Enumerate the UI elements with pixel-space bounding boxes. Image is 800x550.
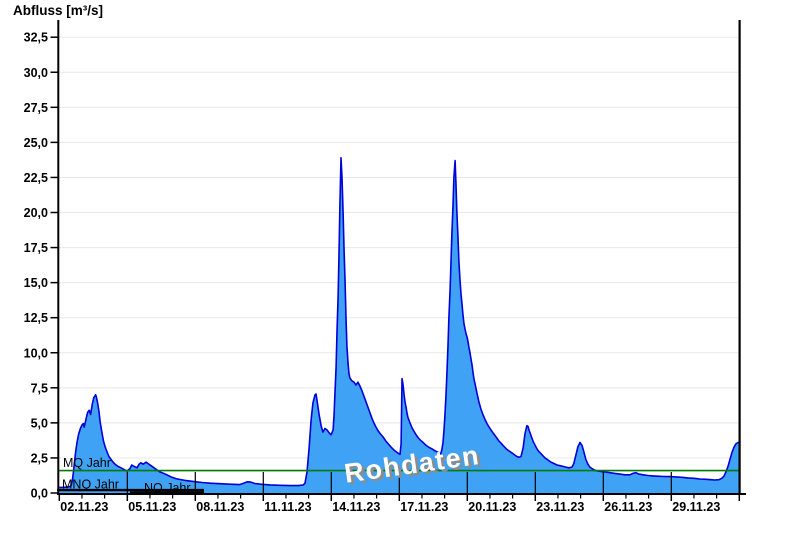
x-axis-tick-label: 08.11.23 [196, 500, 244, 514]
hydrograph-area [59, 157, 740, 494]
y-axis-tick-label: 10,0 [24, 346, 48, 360]
y-axis-tick-label: 27,5 [24, 101, 48, 115]
x-axis-tick-label: 17.11.23 [400, 500, 448, 514]
mq-label: MQ Jahr [63, 456, 111, 470]
nq-label: NQ Jahr [144, 481, 191, 495]
x-axis-line [57, 493, 746, 495]
x-axis-tick-label: 29.11.23 [672, 500, 720, 514]
y-axis-tick-label: 15,0 [24, 276, 48, 290]
y-axis-tick-label: 22,5 [24, 171, 48, 185]
x-axis-tick-label: 02.11.23 [60, 500, 108, 514]
x-axis-tick-label: 14.11.23 [332, 500, 380, 514]
x-axis-tick-label: 05.11.23 [128, 500, 176, 514]
x-axis-tick-label: 26.11.23 [604, 500, 652, 514]
y-axis-tick-label: 17,5 [24, 241, 48, 255]
plot-right-border [738, 20, 741, 495]
y-axis-tick-label: 32,5 [24, 31, 48, 45]
y-axis-tick-label: 30,0 [24, 66, 48, 80]
x-axis-tick-label: 20.11.23 [468, 500, 516, 514]
y-axis-tick-label: 5,0 [31, 416, 48, 430]
y-axis-tick-label: 0,0 [31, 487, 48, 501]
y-axis-tick-label: 7,5 [31, 381, 48, 395]
hydrograph-outline [59, 157, 740, 489]
y-axis-tick-label: 25,0 [24, 136, 48, 150]
chart-title: Abfluss [m³/s] [13, 3, 104, 18]
x-axis-tick-label: 11.11.23 [264, 500, 311, 514]
mnq-label: MNQ Jahr [62, 478, 119, 492]
y-axis-line [57, 20, 60, 495]
y-axis-tick-label: 12,5 [24, 311, 48, 325]
y-axis-tick-label: 2,5 [31, 451, 48, 465]
x-axis-tick-label: 23.11.23 [536, 500, 584, 514]
y-axis-tick-label: 20,0 [24, 206, 48, 220]
